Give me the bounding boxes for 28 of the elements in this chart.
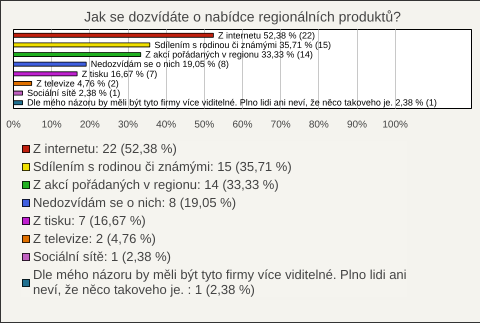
x-tick-label: 70% [270, 120, 291, 130]
x-tick-label: 100% [382, 120, 408, 130]
category-label: Dle mého názoru by měli být tyto firmy více viditelné. Plno lidi ani neví, že něco takoveho je. 2,38 % (1) [27, 98, 437, 108]
x-tick-label: 90% [346, 120, 368, 130]
x-tick-label: 50% [194, 120, 214, 130]
chart-title: Jak se dozvídáte o nabídce regionálních produktů? [84, 8, 402, 24]
legend-label: Sociální sítě: 1 (2,38 %) [33, 249, 172, 264]
legend-label: Dle mého názoru by měli být tyto firmy více viditelné. Plno lidi ani neví, že něco takoveho je. : 1 (2,38 %) [33, 267, 407, 297]
x-tick-label: 40% [156, 120, 176, 130]
x-tick-label: 80% [308, 120, 329, 130]
category-label: Z internetu 52,38 % (22) [218, 30, 316, 40]
legend-label: Z tisku: 7 (16,67 %) [33, 213, 146, 228]
x-tick-label: 10% [42, 120, 62, 130]
legend-label: Z akcí pořádaných v regionu: 14 (33,33 %) [33, 177, 279, 192]
category-label: Z tisku 16,67 % (7) [82, 68, 158, 79]
category-label: Z televize 4,76 % (2) [36, 78, 119, 88]
x-tick-label: 0% [6, 120, 21, 130]
x-tick-label: 30% [118, 120, 138, 130]
x-tick-label: 20% [80, 120, 100, 130]
legend-label: Sdílením s rodinou či známými: 15 (35,71 %) [33, 159, 292, 174]
legend-label: Nedozvídám se o nich: 8 (19,05 %) [33, 195, 236, 210]
category-label: Sociální sítě 2,38 % (1) [27, 88, 120, 98]
legend-label: Z televize: 2 (4,76 %) [33, 231, 156, 246]
x-tick-label: 60% [232, 120, 253, 130]
category-label: Nedozvídám se o nich 19,05 % (8) [90, 59, 229, 70]
category-label: Sdílením s rodinou či známými 35,71 % (15) [154, 40, 331, 50]
legend-label: Z internetu: 22 (52,38 %) [33, 141, 177, 156]
category-label: Z akcí pořádaných v regionu 33,33 % (14) [145, 50, 313, 60]
